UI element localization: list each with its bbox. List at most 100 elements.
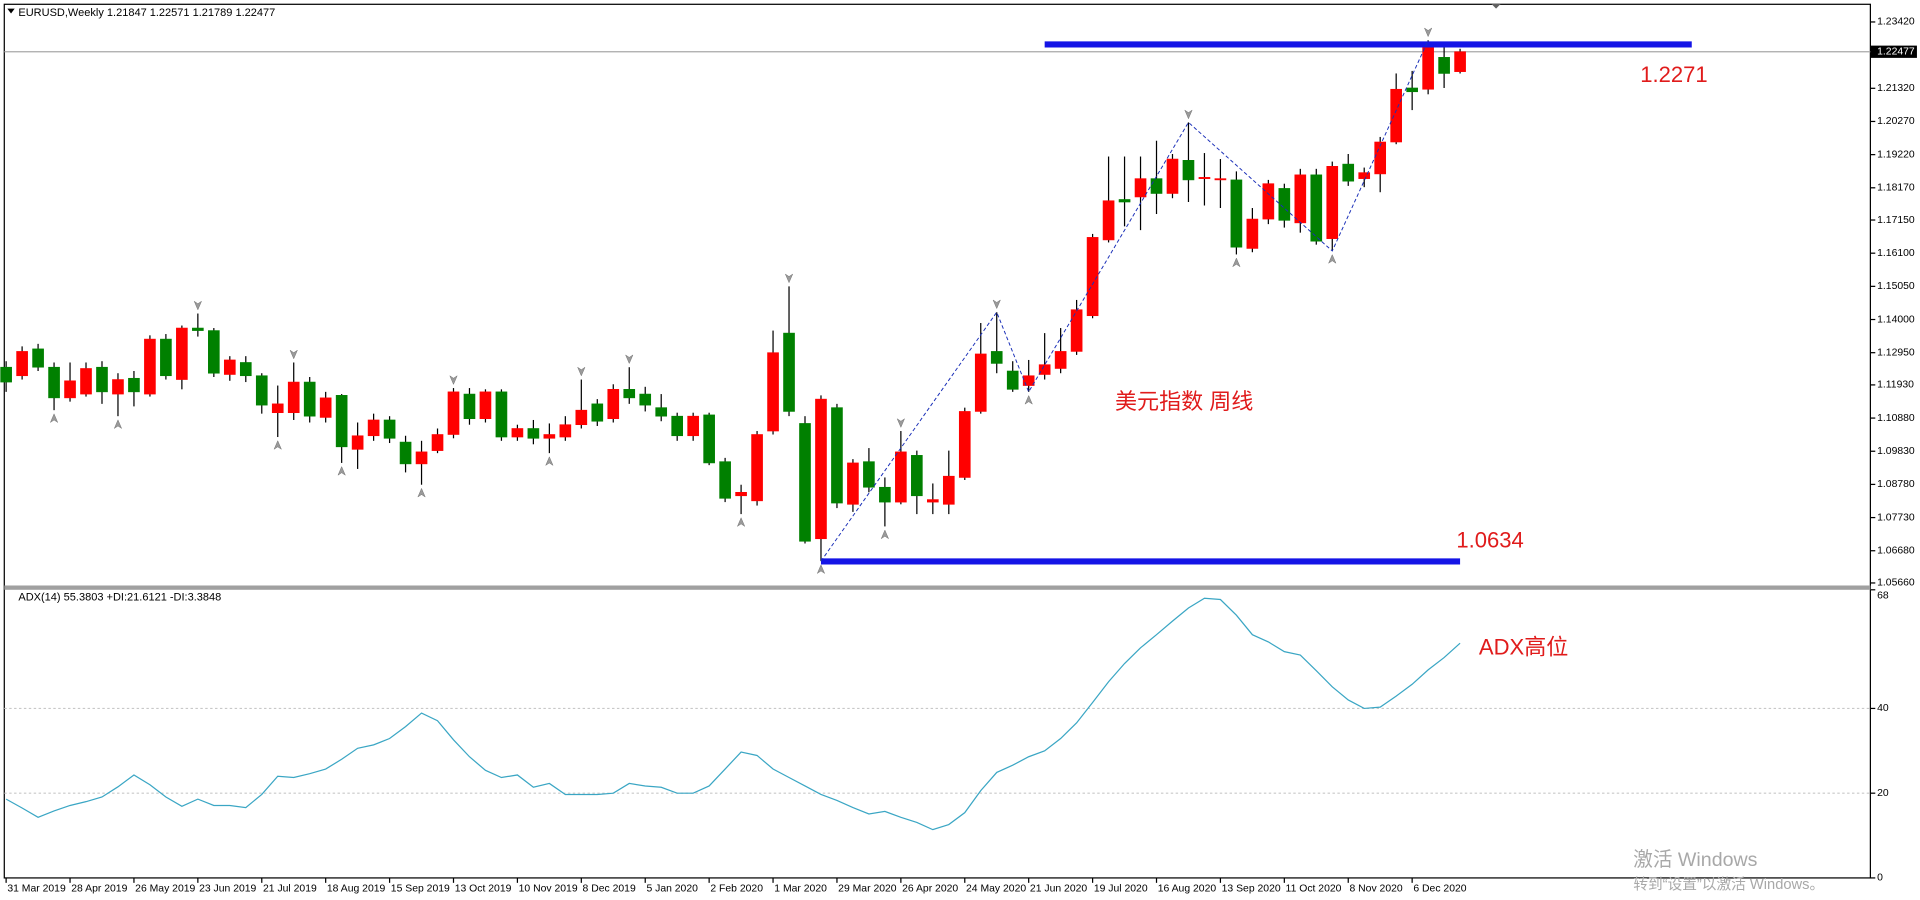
candle-body [815,398,827,540]
candle-body [495,391,508,438]
x-tick-label: 8 Nov 2020 [1349,884,1402,895]
candle-body [287,381,300,414]
x-tick-label: 28 Apr 2019 [71,884,127,895]
fractal-arrow [289,349,298,360]
candle-body [990,351,1003,364]
candle-body [1342,163,1355,182]
candle-body [144,338,156,395]
candle-body [1006,370,1019,390]
x-tick-label: 6 Dec 2020 [1413,884,1466,895]
candle-body [319,397,332,418]
candle-body [847,462,859,505]
candle-body [911,455,923,497]
fractal-arrow [625,354,634,365]
candle-body [1054,351,1067,369]
candle-body [1438,57,1450,74]
y-tick-label: 1.15050 [1877,281,1915,292]
candle-body [575,409,588,426]
y-tick-label: 0 [1877,873,1883,884]
candle-body [799,423,811,542]
x-tick-label: 15 Sep 2019 [391,884,450,895]
x-tick-label: 26 May 2019 [135,884,195,895]
adx-annotation: ADX高位 [1479,634,1568,659]
candle-body [831,407,843,504]
candle-body [192,327,204,331]
candle-body [623,389,636,399]
candle-body [863,461,875,488]
fractal-arrow [880,529,890,540]
candle-body [1198,177,1211,179]
x-tick-label: 13 Oct 2019 [455,884,512,895]
x-tick-label: 16 Aug 2020 [1158,884,1217,895]
fractal-arrow [1328,254,1337,264]
candle-body [1246,218,1259,249]
x-tick-label: 2 Feb 2020 [710,884,763,895]
fractal-arrow [1184,109,1193,120]
candle-body [1134,178,1147,198]
candle-body [431,434,444,451]
current-price-box [1870,45,1917,58]
x-tick-label: 21 Jun 2020 [1030,884,1087,895]
level-label: 1.2271 [1640,62,1707,87]
candle-body [1278,188,1291,221]
candle-body [767,352,779,432]
candle-body [0,366,12,383]
y-tick-label: 1.10880 [1877,413,1915,424]
y-tick-label: 1.21320 [1877,83,1915,94]
candle-body [1422,45,1434,90]
candle-body [415,451,428,465]
candle-body [895,451,907,503]
x-tick-label: 10 Nov 2019 [519,884,578,895]
candle-body [223,359,236,375]
candle-body [1326,166,1339,239]
candle-body [463,393,476,420]
axis-layer: EURUSD,Weekly 1.21847 1.22571 1.21789 1.… [5,7,1917,895]
marks-layer [0,40,1466,831]
candle-body [607,389,620,420]
candle-body [351,435,364,450]
candle-body [255,375,268,406]
fractal-arrow [784,273,794,284]
fractal-arrow [337,465,346,476]
overlay-layer: 1.2271 1.0634 [49,27,1708,575]
x-tick-label: 8 Dec 2019 [583,884,636,895]
candle-body [543,434,556,439]
x-tick-label: 11 Oct 2020 [1286,884,1342,895]
candle-body [1070,309,1083,352]
candle-body [160,338,172,377]
y-tick-label: 1.23420 [1877,17,1915,28]
candle-body [591,403,604,422]
y-tick-label: 1.07730 [1877,512,1915,523]
candle-body [80,368,92,395]
candle-body [1102,200,1115,241]
watermark: 激活 Windows [1633,849,1757,871]
candle-body [1294,174,1307,224]
candle-body [974,353,987,412]
candle-body [527,428,540,439]
candle-body [96,366,108,393]
candle-body [1166,158,1179,194]
fractal-arrow [1024,394,1033,405]
candle-body [639,393,652,406]
fractal-arrow [545,456,554,467]
fractal-arrow [273,440,282,450]
level-label: 1.0634 [1456,528,1523,553]
candle-body [48,366,60,399]
candle-body [1262,183,1275,220]
candle-body [511,428,524,438]
panel-header: EURUSD,Weekly 1.21847 1.22571 1.21789 1.… [18,7,275,19]
fractal-arrow [1423,27,1433,38]
candle-body [671,415,684,437]
menu-arrow[interactable] [7,8,15,14]
y-tick-label: 68 [1877,591,1889,602]
candle-body [1086,237,1099,317]
candle-body [335,395,348,448]
fractal-arrow [896,418,906,428]
candle-body [479,391,492,420]
x-tick-label: 5 Jan 2020 [646,884,698,895]
candle-body [958,411,971,478]
fractal-arrow [736,517,746,528]
x-tick-label: 29 Mar 2020 [838,884,897,895]
candle-body [399,441,412,465]
